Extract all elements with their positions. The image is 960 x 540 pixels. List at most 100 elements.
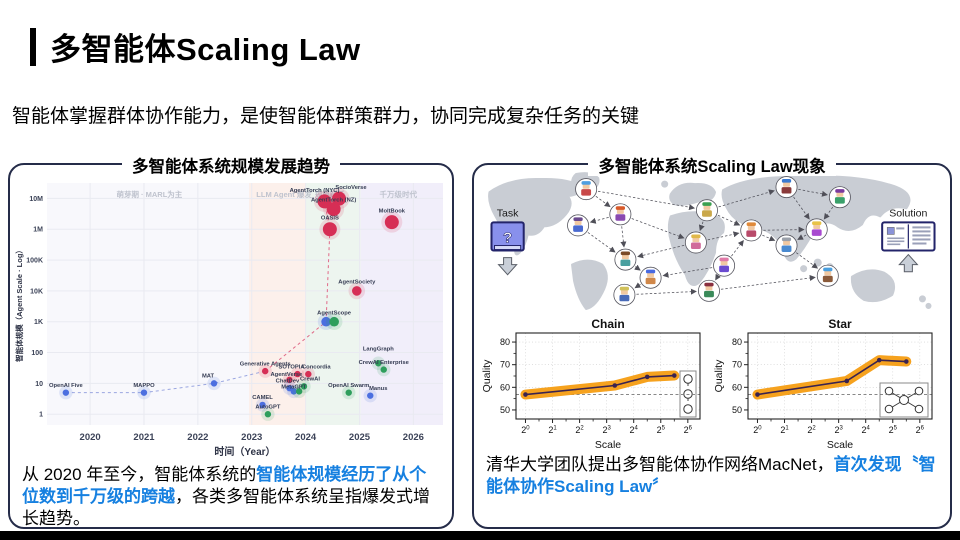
svg-text:100K: 100K <box>26 258 43 265</box>
left-panel-title-text: 多智能体系统规模发展趋势 <box>122 158 340 176</box>
solution-label: Solution <box>889 207 927 219</box>
svg-text:OASIS: OASIS <box>321 216 339 222</box>
svg-text:AgentSociety: AgentSociety <box>338 280 376 286</box>
agent-avatar <box>609 203 632 226</box>
svg-text:Scale: Scale <box>595 439 621 451</box>
svg-text:Scale: Scale <box>827 439 853 451</box>
svg-text:Quality: Quality <box>482 359 493 392</box>
svg-text:10K: 10K <box>30 288 43 295</box>
agent-avatar <box>698 279 720 302</box>
svg-text:21: 21 <box>548 425 557 435</box>
svg-text:MetaGPT: MetaGPT <box>281 385 307 391</box>
task-book-icon: ? <box>490 221 525 252</box>
agent-scale-scatter-chart: 萌芽期 · MARL为主 LLM Agent 爆发 规模跃迁 千万级时代 OpenAI … <box>14 183 443 458</box>
svg-text:MAT: MAT <box>202 374 215 380</box>
svg-text:智能体规模（Agent Scale · Log）: 智能体规模（Agent Scale · Log） <box>14 246 24 362</box>
agent-avatar <box>695 199 718 222</box>
agent-avatar <box>713 254 736 277</box>
svg-text:MAPPO: MAPPO <box>133 383 155 389</box>
svg-text:70: 70 <box>732 360 742 370</box>
svg-text:时间（Year）: 时间（Year） <box>214 445 275 458</box>
svg-text:AgentScope: AgentScope <box>317 310 352 316</box>
svg-text:CrewAI: CrewAI <box>300 377 320 383</box>
svg-text:60: 60 <box>732 382 742 392</box>
star-quality-chart: Star 50 60 70 80 20 21 22 23 24 25 26 Scale Quality <box>714 317 933 451</box>
svg-text:AgentTorch (NYC): AgentTorch (NYC) <box>290 188 340 194</box>
svg-text:70: 70 <box>500 360 510 370</box>
svg-text:AgentVerse: AgentVerse <box>270 372 303 378</box>
left-panel-title: 多智能体系统规模发展趋势 <box>10 153 452 177</box>
svg-text:OpenAI Swarm: OpenAI Swarm <box>328 383 369 389</box>
agent-avatar <box>639 266 662 289</box>
svg-text:20: 20 <box>753 425 762 435</box>
svg-text:2024: 2024 <box>295 432 317 443</box>
agent-avatar <box>775 234 798 257</box>
svg-text:AgentTorch (NZ): AgentTorch (NZ) <box>311 198 356 204</box>
task-arrow-down-icon <box>497 257 518 276</box>
page-subtitle: 智能体掌握群体协作能力，是使智能体群策群力，协同完成复杂任务的关键 <box>12 106 640 127</box>
solution-book-icon <box>881 221 936 252</box>
agent-network-map: Task ? Solution <box>488 172 936 310</box>
svg-text:80: 80 <box>500 337 510 347</box>
svg-text:21: 21 <box>780 425 789 435</box>
svg-text:1K: 1K <box>34 319 43 326</box>
svg-text:60: 60 <box>500 382 510 392</box>
svg-text:26: 26 <box>684 425 693 435</box>
svg-text:LangGraph: LangGraph <box>363 347 394 353</box>
svg-text:24: 24 <box>862 425 871 435</box>
svg-text:20: 20 <box>521 425 530 435</box>
agent-avatar <box>614 248 637 271</box>
agent-avatar <box>828 186 851 209</box>
svg-text:Concordia: Concordia <box>302 364 331 370</box>
svg-text:22: 22 <box>807 425 816 435</box>
svg-text:2023: 2023 <box>241 432 262 443</box>
svg-text:Chain: Chain <box>591 317 624 331</box>
svg-text:23: 23 <box>834 425 843 435</box>
svg-text:2020: 2020 <box>80 432 101 443</box>
right-panel-title-text: 多智能体系统Scaling Law现象 <box>588 158 836 176</box>
svg-text:CrewAI Enterprise: CrewAI Enterprise <box>359 360 410 366</box>
svg-text:100: 100 <box>31 350 43 357</box>
right-panel-title: 多智能体系统Scaling Law现象 <box>474 153 950 177</box>
left-panel: 多智能体系统规模发展趋势 萌芽期 · MARL为主 LLM Agent 爆发 规模跃… <box>8 158 454 529</box>
svg-text:25: 25 <box>657 425 666 435</box>
agent-network-layer <box>567 176 851 306</box>
svg-text:AutoGPT: AutoGPT <box>255 405 281 411</box>
footer-bar <box>0 531 960 540</box>
svg-text:MoltBook: MoltBook <box>379 209 406 215</box>
svg-text:SocioVerse: SocioVerse <box>335 185 367 191</box>
left-caption: 从 2020 年至今，智能体系统的智能体规模经历了从个位数到千万级的跨越，各类多… <box>22 465 430 529</box>
svg-text:LLM Agent 爆发: LLM Agent 爆发 <box>256 189 312 199</box>
svg-text:规模跃迁: 规模跃迁 <box>315 189 345 199</box>
svg-text:2025: 2025 <box>349 432 371 443</box>
right-panel: 多智能体系统Scaling Law现象 Task <box>472 158 952 529</box>
svg-text:22: 22 <box>575 425 584 435</box>
task-icon: Task ? <box>490 207 525 276</box>
svg-text:Generative Agents: Generative Agents <box>240 361 291 367</box>
chain-quality-chart: Chain 50 60 70 80 20 21 22 23 24 25 26 Scale Quality <box>482 317 701 451</box>
svg-text:2021: 2021 <box>133 432 155 443</box>
agent-avatar <box>805 218 828 241</box>
svg-text:25: 25 <box>889 425 898 435</box>
svg-text:OpenAI Five: OpenAI Five <box>49 383 84 389</box>
svg-text:Manus: Manus <box>369 386 387 392</box>
svg-text:50: 50 <box>732 405 742 415</box>
svg-text:千万级时代: 千万级时代 <box>380 189 418 199</box>
svg-text:24: 24 <box>630 425 639 435</box>
page-header: 多智能体Scaling Law <box>30 24 361 69</box>
solution-arrow-up-icon <box>898 253 919 273</box>
agent-avatar <box>684 231 707 254</box>
svg-text:50: 50 <box>500 405 510 415</box>
agent-avatar <box>775 176 798 199</box>
svg-text:?: ? <box>503 229 512 246</box>
agent-avatar <box>613 283 636 306</box>
agent-avatar <box>816 264 839 287</box>
svg-text:Quality: Quality <box>714 359 725 392</box>
svg-text:26: 26 <box>916 425 925 435</box>
solution-icon: Solution <box>881 207 936 273</box>
task-label: Task <box>497 207 519 219</box>
svg-text:Star: Star <box>828 317 852 331</box>
agent-avatar <box>575 178 598 201</box>
svg-text:80: 80 <box>732 337 742 347</box>
agent-avatar <box>740 219 763 242</box>
